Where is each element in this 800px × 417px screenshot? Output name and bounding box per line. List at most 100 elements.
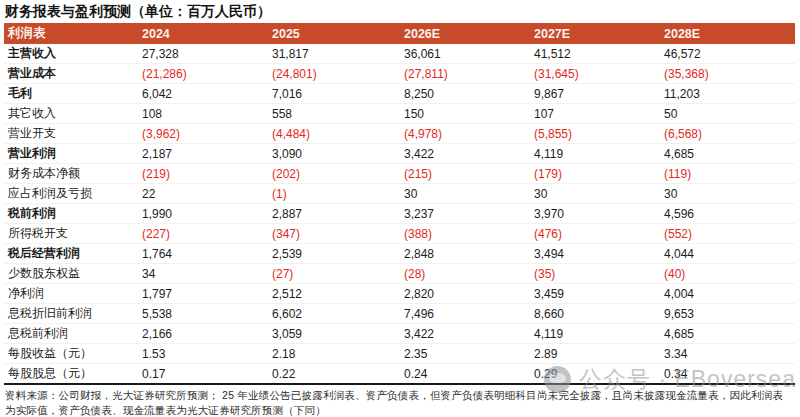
cell-value: 22 xyxy=(138,184,268,204)
cell-value: 7,496 xyxy=(400,304,530,324)
cell-value: (219) xyxy=(138,164,268,184)
row-label: 息税前利润 xyxy=(4,324,138,344)
column-header-2026e: 2026E xyxy=(400,23,530,44)
cell-value: 11,203 xyxy=(660,84,795,104)
cell-value: 2.18 xyxy=(268,344,400,364)
cell-value: 3,970 xyxy=(530,204,660,224)
cell-value: (215) xyxy=(400,164,530,184)
report-page: 财务报表与盈利预测（单位：百万人民币） 利润表 2024 2025 2026E … xyxy=(0,0,800,417)
table-row: 营业利润2,1873,0903,4224,1194,685 xyxy=(4,144,795,164)
cell-value: 1,764 xyxy=(138,244,268,264)
cell-value: (347) xyxy=(268,224,400,244)
cell-value: 27,328 xyxy=(138,44,268,64)
cell-value: 1.53 xyxy=(138,344,268,364)
cell-value: 4,685 xyxy=(660,144,795,164)
cell-value: (6,568) xyxy=(660,124,795,144)
cell-value: 3,422 xyxy=(400,144,530,164)
cell-value: 34 xyxy=(138,264,268,284)
row-label: 净利润 xyxy=(4,284,138,304)
cell-value: 3,090 xyxy=(268,144,400,164)
cell-value: 2,820 xyxy=(400,284,530,304)
cell-value: 2,539 xyxy=(268,244,400,264)
table-row: 税后经营利润1,7642,5392,8483,4944,044 xyxy=(4,244,795,264)
cell-value: 4,044 xyxy=(660,244,795,264)
row-label: 每股股息（元） xyxy=(4,364,138,385)
row-label: 财务成本净额 xyxy=(4,164,138,184)
cell-value: 0.17 xyxy=(138,364,268,385)
cell-value: 3.34 xyxy=(660,344,795,364)
income-statement-table: 利润表 2024 2025 2026E 2027E 2028E 主营收入27,3… xyxy=(4,23,795,385)
row-label: 营业成本 xyxy=(4,64,138,84)
table-row: 税前利润1,9902,8873,2373,9704,596 xyxy=(4,204,795,224)
cell-value: 107 xyxy=(530,104,660,124)
cell-value: 30 xyxy=(400,184,530,204)
table-row: 应占利润及亏损22(1)303030 xyxy=(4,184,795,204)
cell-value: (27,811) xyxy=(400,64,530,84)
cell-value: 3,059 xyxy=(268,324,400,344)
row-label: 营业开支 xyxy=(4,124,138,144)
table-row: 营业开支(3,962)(4,484)(4,978)(5,855)(6,568) xyxy=(4,124,795,144)
table-row: 财务成本净额(219)(202)(215)(179)(119) xyxy=(4,164,795,184)
table-row: 每股收益（元）1.532.182.352.893.34 xyxy=(4,344,795,364)
cell-value: 558 xyxy=(268,104,400,124)
cell-value: 2,887 xyxy=(268,204,400,224)
cell-value: 2,512 xyxy=(268,284,400,304)
cell-value: 7,016 xyxy=(268,84,400,104)
table-row: 营业成本(21,286)(24,801)(27,811)(31,645)(35,… xyxy=(4,64,795,84)
cell-value: 6,602 xyxy=(268,304,400,324)
row-label: 税前利润 xyxy=(4,204,138,224)
row-label: 每股收益（元） xyxy=(4,344,138,364)
cell-value: (202) xyxy=(268,164,400,184)
table-row: 息税折旧前利润5,5386,6027,4968,6609,653 xyxy=(4,304,795,324)
cell-value: 5,538 xyxy=(138,304,268,324)
cell-value: 150 xyxy=(400,104,530,124)
table-header: 利润表 2024 2025 2026E 2027E 2028E xyxy=(4,23,795,44)
cell-value: (476) xyxy=(530,224,660,244)
cell-value: 2.35 xyxy=(400,344,530,364)
table-row: 净利润1,7972,5122,8203,4594,004 xyxy=(4,284,795,304)
table-row: 主营收入27,32831,81736,06141,51246,572 xyxy=(4,44,795,64)
cell-value: 4,685 xyxy=(660,324,795,344)
row-label: 息税折旧前利润 xyxy=(4,304,138,324)
cell-value: (21,286) xyxy=(138,64,268,84)
table-row: 毛利6,0427,0168,2509,86711,203 xyxy=(4,84,795,104)
cell-value: (35) xyxy=(530,264,660,284)
table-row: 息税前利润2,1663,0593,4224,1194,685 xyxy=(4,324,795,344)
cell-value: 3,494 xyxy=(530,244,660,264)
cell-value: 30 xyxy=(530,184,660,204)
cell-value: 3,237 xyxy=(400,204,530,224)
cell-value: (3,962) xyxy=(138,124,268,144)
column-header-2024: 2024 xyxy=(138,23,268,44)
cell-value: 2.89 xyxy=(530,344,660,364)
cell-value: (4,484) xyxy=(268,124,400,144)
cell-value: 4,004 xyxy=(660,284,795,304)
table-row: 所得税开支(227)(347)(388)(476)(552) xyxy=(4,224,795,244)
cell-value: 6,042 xyxy=(138,84,268,104)
cell-value: 2,848 xyxy=(400,244,530,264)
cell-value: 0.34 xyxy=(660,364,795,385)
table-row: 其它收入10855815010750 xyxy=(4,104,795,124)
cell-value: 30 xyxy=(660,184,795,204)
page-title: 财务报表与盈利预测（单位：百万人民币） xyxy=(0,0,800,23)
cell-value: 41,512 xyxy=(530,44,660,64)
cell-value: (552) xyxy=(660,224,795,244)
cell-value: 8,250 xyxy=(400,84,530,104)
cell-value: 46,572 xyxy=(660,44,795,64)
source-note: 资料来源：公司财报，光大证券研究所预测； 25 年业绩公告已披露利润表、资产负债… xyxy=(5,388,793,417)
table-row: 少数股东权益34(27)(28)(35)(40) xyxy=(4,264,795,284)
cell-value: 8,660 xyxy=(530,304,660,324)
cell-value: (35,368) xyxy=(660,64,795,84)
cell-value: 0.24 xyxy=(400,364,530,385)
row-label: 少数股东权益 xyxy=(4,264,138,284)
row-label: 其它收入 xyxy=(4,104,138,124)
column-header-label: 利润表 xyxy=(4,23,138,44)
cell-value: (24,801) xyxy=(268,64,400,84)
cell-value: (31,645) xyxy=(530,64,660,84)
cell-value: 1,797 xyxy=(138,284,268,304)
column-header-2025: 2025 xyxy=(268,23,400,44)
cell-value: (28) xyxy=(400,264,530,284)
cell-value: 108 xyxy=(138,104,268,124)
row-label: 营业利润 xyxy=(4,144,138,164)
column-header-2028e: 2028E xyxy=(660,23,795,44)
cell-value: 3,422 xyxy=(400,324,530,344)
